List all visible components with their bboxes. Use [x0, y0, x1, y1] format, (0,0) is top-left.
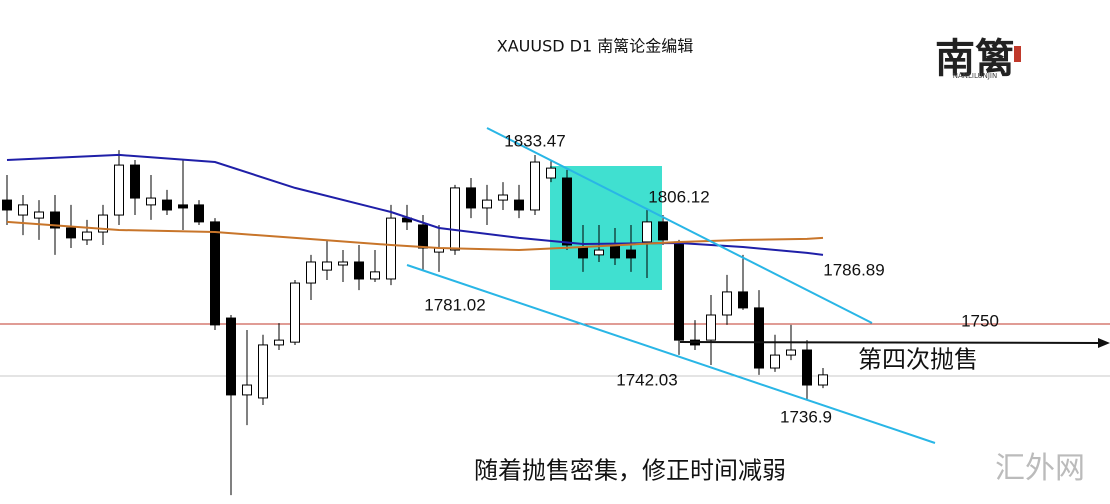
candle-body [770, 354, 780, 369]
candle-body [338, 261, 348, 266]
candle-body [242, 384, 252, 396]
candle-body [130, 164, 140, 199]
candle-body [162, 199, 172, 211]
moving-averages [6, 153, 824, 256]
candle-body [578, 247, 588, 259]
candle-body [658, 221, 668, 241]
annotations: 1833.47 1806.12 1786.89 1781.02 1750 1742.03 1… [424, 131, 999, 484]
annotation: 1786.89 [823, 260, 884, 279]
candle-body [178, 204, 188, 209]
candle-body [18, 204, 28, 216]
candle-body [642, 221, 652, 243]
moving-average [6, 220, 824, 252]
candle-body [674, 241, 684, 341]
annotation: 1750 [961, 311, 999, 330]
candle-body [210, 221, 220, 326]
candle-body [354, 261, 364, 280]
candle-body [562, 177, 572, 246]
candle-body [66, 227, 76, 239]
annotation: 1742.03 [616, 370, 677, 389]
candle-body [114, 164, 124, 216]
candle-body [738, 291, 748, 309]
annotation: 1833.47 [504, 131, 565, 150]
candle-body [386, 217, 396, 280]
candle-body [306, 261, 316, 284]
candle-body [626, 249, 636, 259]
logo-sub: NANLILUNJIN [953, 72, 998, 80]
candle-body [370, 271, 380, 280]
annotation: 1806.12 [648, 187, 709, 206]
candle-body [418, 224, 428, 249]
arrow-line [679, 341, 1101, 344]
moving-average [6, 153, 824, 256]
candle-body [450, 187, 460, 251]
candle-body [194, 204, 204, 223]
candle-body [594, 249, 604, 256]
candle-body [482, 199, 492, 209]
candle-body [82, 231, 92, 241]
candle-body [610, 244, 620, 259]
candle-body [514, 199, 524, 211]
arrow-head [1098, 338, 1110, 348]
candle-body [786, 349, 796, 356]
trend-line-lower [406, 264, 936, 444]
candle-body [498, 194, 508, 201]
candle-body [466, 187, 476, 209]
candle-body [802, 349, 812, 386]
candle-body [546, 167, 556, 179]
logo: 南篱 [935, 35, 1015, 82]
candle-body [98, 214, 108, 233]
annotation: 第四次抛售 [858, 346, 978, 374]
candle-body [818, 374, 828, 386]
candle-body [322, 261, 332, 271]
candle-body [258, 344, 268, 399]
logo-seal [1014, 46, 1021, 62]
annotation: 1781.02 [424, 295, 485, 314]
site-watermark: 汇外网 [995, 451, 1085, 486]
candle-body [226, 317, 236, 396]
candle-body [706, 314, 716, 341]
trend-line-upper [486, 127, 873, 324]
annotation: 随着抛售密集，修正时间减弱 [474, 457, 786, 485]
candle-body [722, 291, 732, 316]
candle-body [754, 307, 764, 369]
candle-body [146, 197, 156, 206]
candle-body [2, 199, 12, 211]
chart-title: XAUUSD D1 南篱论金编辑 [497, 37, 693, 56]
candle-body [274, 339, 284, 346]
candle-body [290, 282, 300, 343]
candle-body [34, 211, 44, 219]
candle-body [50, 211, 60, 229]
candle-body [530, 161, 540, 211]
annotation: 1736.9 [780, 407, 832, 426]
